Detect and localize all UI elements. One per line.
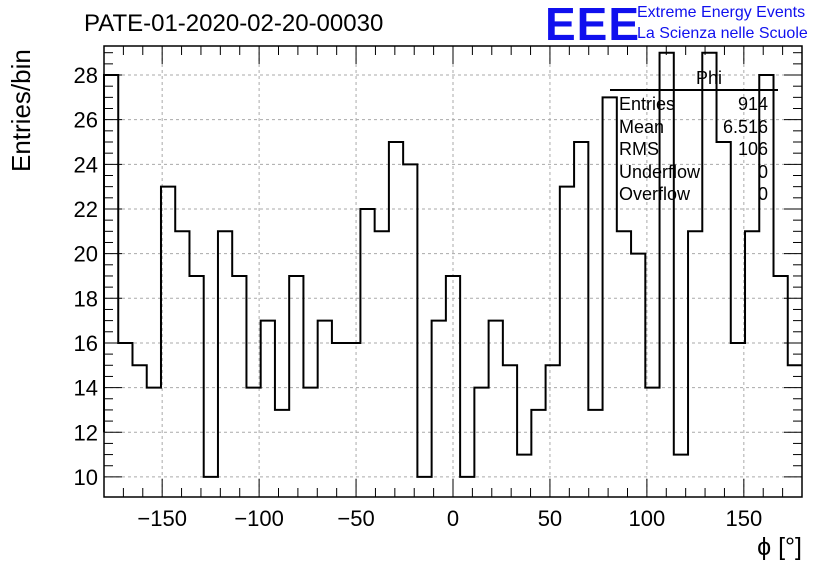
y-tick-label: 24 (74, 152, 98, 177)
y-tick-label: 22 (74, 197, 98, 222)
x-tick-label: −50 (337, 506, 374, 531)
y-axis-label: Entries/bin (6, 49, 36, 172)
plot-title: PATE-01-2020-02-20-00030 (84, 10, 384, 37)
y-tick-label: 20 (74, 242, 98, 267)
y-tick-label: 14 (74, 376, 98, 401)
org-name: Extreme Energy Events (637, 4, 806, 21)
x-tick-label: −100 (234, 506, 284, 531)
y-tick-label: 26 (74, 108, 98, 133)
x-tick-label: 0 (447, 506, 459, 531)
stat-row-rms: RMS 106 (619, 139, 768, 159)
stats-box: Phi Entries 914 Mean 6.516 RMS 106 Underflo… (610, 68, 778, 206)
eee-logo: EEE (545, 0, 641, 50)
stat-row-overflow: Overflow 0 (619, 184, 768, 204)
y-tick-label: 28 (74, 63, 98, 88)
stats-title: Phi (695, 68, 722, 88)
stats-divider (610, 89, 778, 91)
histogram-series (103, 51, 802, 478)
axes: −150 −100 −50 0 50 100 150 10 12 14 16 18 20 22 24 26 28 (74, 45, 803, 531)
stat-row-underflow: Underflow 0 (619, 161, 768, 182)
stat-row-entries: Entries 914 (619, 94, 768, 114)
x-tick-label: 50 (538, 506, 562, 531)
x-tick-label: 150 (725, 506, 762, 531)
y-tick-label: 18 (74, 286, 98, 311)
y-tick-label: 12 (74, 420, 98, 445)
grid-lines (104, 46, 802, 497)
x-tick-label: 100 (629, 506, 666, 531)
y-tick-label: 16 (74, 331, 98, 356)
org-subtitle: La Scienza nelle Scuole (637, 25, 808, 42)
x-axis-label: ϕ [°] (757, 533, 802, 561)
y-tick-label: 10 (74, 465, 98, 490)
stat-row-mean: Mean 6.516 (619, 116, 768, 137)
x-tick-label: −150 (137, 506, 187, 531)
histogram-outline (103, 51, 802, 478)
